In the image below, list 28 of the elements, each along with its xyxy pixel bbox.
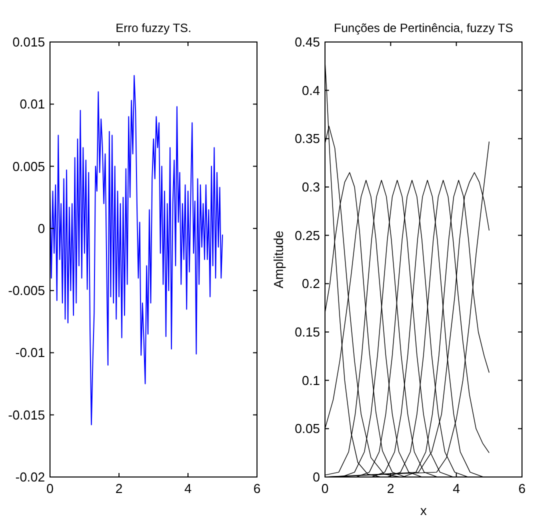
y-axis-title: Amplitude [271,230,286,288]
y-tick-label: -0.02 [15,470,45,484]
y-tick-label: 0 [312,470,320,484]
x-tick-label: 2 [387,481,394,496]
y-tick-label: 0.15 [294,324,320,340]
y-tick-label: 0.015 [12,34,45,50]
y-tick-label: 0.2 [302,276,320,292]
y-tick-label: 0.01 [20,96,45,112]
x-tick-label: 2 [115,481,123,496]
x-tick-label: 6 [518,481,526,496]
x-tick-label: 6 [253,481,261,496]
y-tick-label: 0.25 [294,228,320,243]
x-tick-label: 4 [184,481,192,496]
y-tick-label: -0.01 [15,345,45,360]
y-tick-label: 0.05 [294,421,320,436]
y-tick-label: 0.1 [302,372,320,388]
y-tick-label: 0 [38,220,45,236]
y-tick-label: 0.45 [294,34,320,50]
y-tick-label: 0.005 [12,158,45,174]
x-axis-title: x [420,503,428,518]
chart-title: Erro fuzzy TS. [116,21,192,35]
y-tick-label: -0.015 [8,407,45,422]
y-tick-label: 0.3 [302,180,320,194]
chart-title: Funções de Pertinência, fuzzy TS [334,21,514,35]
x-tick-label: 4 [452,481,460,496]
y-tick-label: 0.4 [302,82,320,98]
y-tick-label: 0.35 [294,131,320,146]
y-tick-label: -0.005 [8,283,45,298]
